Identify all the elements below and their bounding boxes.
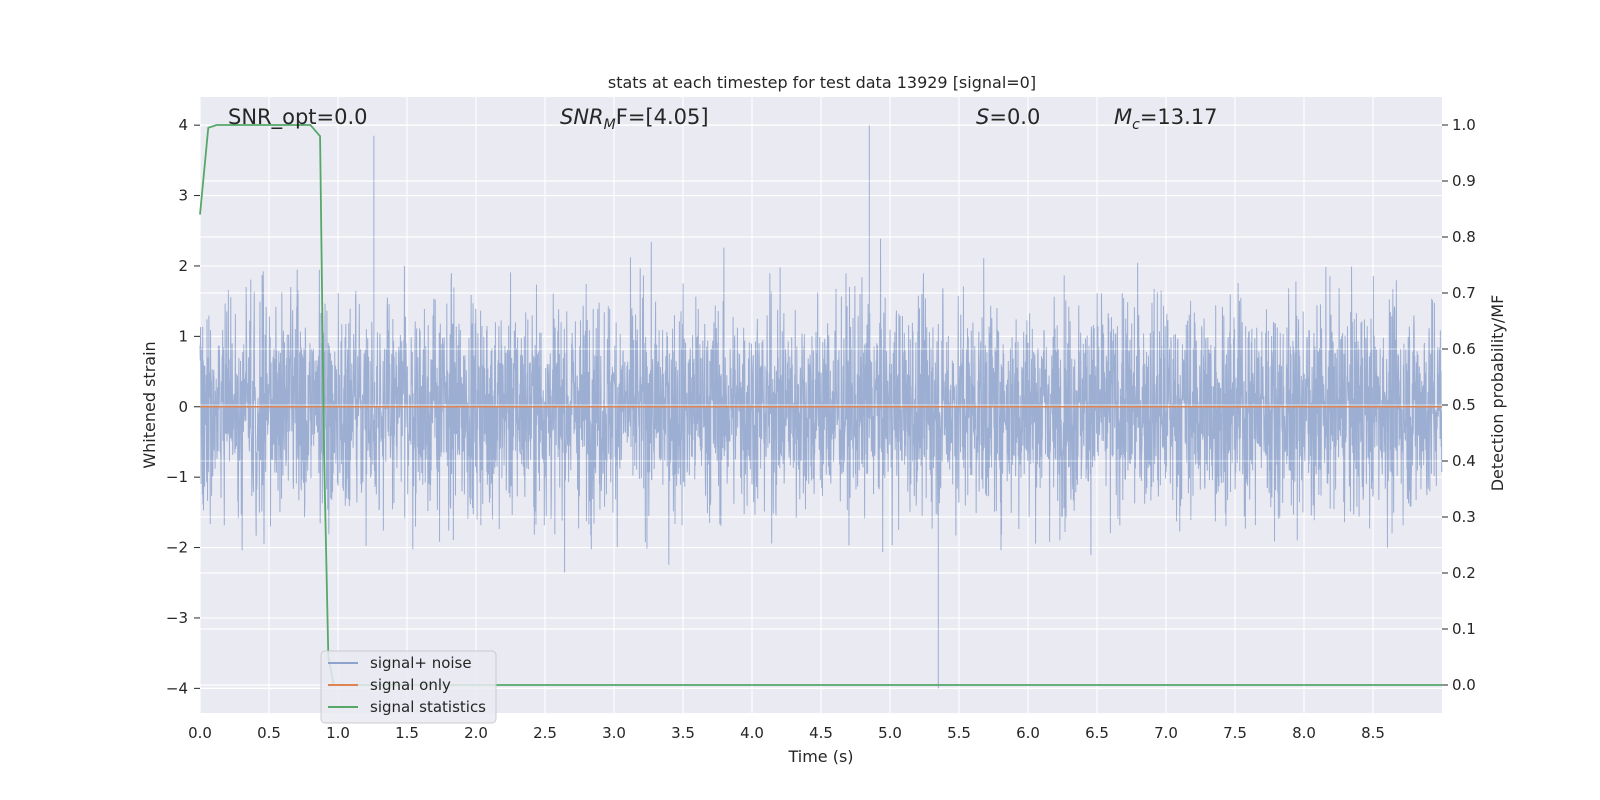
y-right-tick-label: 0.5	[1452, 396, 1476, 414]
mc-base: M	[1114, 105, 1132, 129]
y-left-tick-label: −2	[166, 539, 188, 557]
x-tick-label: 8.0	[1292, 724, 1316, 742]
signal-noise-line	[199, 125, 1443, 689]
annotation-snr-mf: SNRMF=[4.05]	[560, 105, 709, 133]
x-tick-label: 0.5	[257, 724, 281, 742]
y-right-tick-label: 0.9	[1452, 172, 1476, 190]
x-tick-label: 2.0	[464, 724, 488, 742]
y-left-tick-label: 4	[178, 116, 188, 134]
x-tick-label: 2.5	[533, 724, 557, 742]
y-axis-left-label: Whitened strain	[140, 341, 159, 468]
x-tick-label: 3.5	[671, 724, 695, 742]
x-tick-label: 8.5	[1361, 724, 1385, 742]
y-right-tick-label: 0.6	[1452, 340, 1476, 358]
x-tick-label: 7.0	[1154, 724, 1178, 742]
legend-label-signal-only: signal only	[370, 676, 451, 694]
x-tick-label: 4.0	[740, 724, 764, 742]
annotation-s: S=0.0	[976, 105, 1040, 129]
annotation-snr-opt: SNR_opt=0.0	[228, 105, 368, 130]
snr-mf-tail: F=[4.05]	[616, 105, 709, 129]
legend-label-signal-noise: signal+ noise	[370, 654, 472, 672]
mc-sub: c	[1132, 117, 1140, 133]
x-tick-label: 4.5	[809, 724, 833, 742]
y-left-tick-label: −3	[166, 609, 188, 627]
y-axis-left-ticks: −4 −3 −2 −1 0 1 2 3 4	[166, 116, 200, 697]
x-tick-label: 1.5	[395, 724, 419, 742]
signal-noise-series	[199, 125, 1443, 689]
y-left-tick-label: 2	[178, 257, 188, 275]
y-left-tick-label: 1	[178, 327, 188, 345]
y-left-tick-label: −1	[166, 468, 188, 486]
x-tick-label: 5.5	[947, 724, 971, 742]
s-symbol: S	[976, 105, 989, 129]
y-right-tick-label: 0.3	[1452, 508, 1476, 526]
s-value: =0.0	[989, 105, 1040, 129]
x-tick-label: 1.0	[326, 724, 350, 742]
y-right-tick-label: 0.4	[1452, 452, 1476, 470]
x-tick-label: 6.5	[1085, 724, 1109, 742]
y-right-tick-label: 0.7	[1452, 284, 1476, 302]
y-left-tick-label: −4	[166, 679, 188, 697]
y-left-tick-label: 3	[178, 187, 188, 205]
snr-mf-base: SNR	[560, 105, 604, 129]
annotation-mc: Mc=13.17	[1114, 105, 1218, 133]
y-right-tick-label: 1.0	[1452, 116, 1476, 134]
y-right-tick-label: 0.0	[1452, 676, 1476, 694]
y-right-tick-label: 0.8	[1452, 228, 1476, 246]
y-axis-right-label: Detection probability/MF	[1488, 295, 1507, 492]
x-tick-label: 5.0	[878, 724, 902, 742]
y-right-tick-label: 0.1	[1452, 620, 1476, 638]
y-left-tick-label: 0	[178, 398, 188, 416]
x-tick-label: 3.0	[602, 724, 626, 742]
x-tick-label: 6.0	[1016, 724, 1040, 742]
legend-label-signal-statistics: signal statistics	[370, 698, 486, 716]
chart-title: stats at each timestep for test data 139…	[608, 73, 1036, 92]
x-axis-ticks: 0.0 0.5 1.0 1.5 2.0 2.5 3.0 3.5 4.0 4.5 5.0 5.5 6.0 6…	[188, 724, 1385, 742]
snr-mf-sub: M	[604, 117, 616, 133]
x-axis-label: Time (s)	[787, 747, 853, 766]
series-layer	[199, 124, 1442, 686]
x-tick-label: 0.0	[188, 724, 212, 742]
y-right-tick-label: 0.2	[1452, 564, 1476, 582]
legend-box	[320, 650, 497, 724]
legend: signal+ noise signal only signal statist…	[320, 650, 497, 724]
y-axis-right-ticks: 0.0 0.1 0.2 0.3 0.4 0.5 0.6 0.7 0.8 0.9 1.0	[1442, 116, 1476, 694]
mc-value: =13.17	[1140, 105, 1218, 129]
x-tick-label: 7.5	[1223, 724, 1247, 742]
